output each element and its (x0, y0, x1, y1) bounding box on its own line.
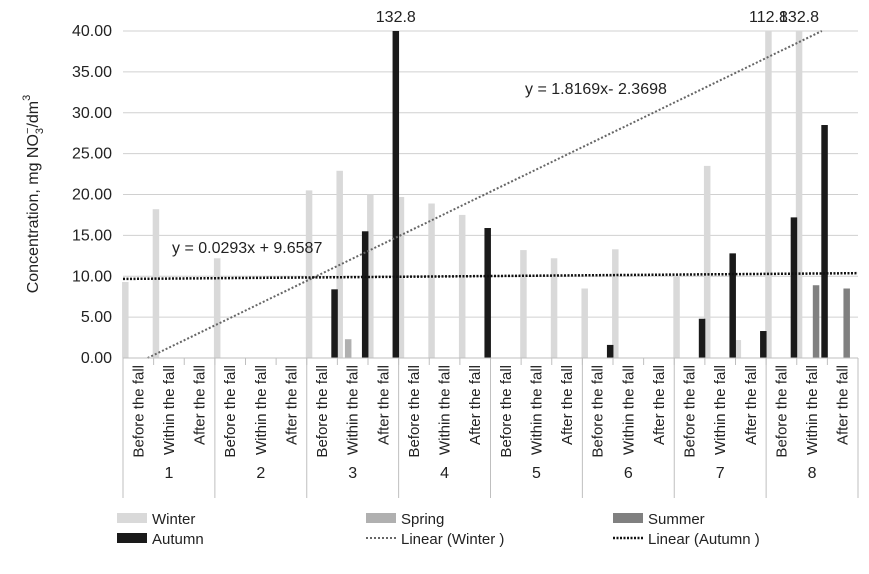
x-tick-label: Within the fall (804, 365, 821, 455)
trendline-winter-equation: y = 1.8169x- 2.3698 (525, 81, 667, 98)
bar-winter (458, 214, 466, 358)
y-tick-label: 40.00 (72, 23, 112, 40)
y-axis-label-part: − (22, 128, 34, 134)
legend-label: Summer (648, 511, 705, 528)
trendline-winter (147, 30, 823, 359)
bar-winter (612, 249, 619, 358)
y-tick-label: 0.00 (81, 350, 112, 367)
legend-swatch-spring (366, 513, 396, 523)
bar-autumn (484, 228, 491, 358)
x-tick-label: After the fall (192, 365, 209, 445)
bar-autumn (606, 344, 614, 358)
group-label: 2 (256, 465, 265, 482)
legend-label: Autumn (152, 531, 204, 548)
bar-winter (213, 258, 221, 358)
bar-winter (122, 281, 129, 358)
y-tick-label: 35.00 (72, 64, 112, 81)
trendline-autumn-equation: y = 0.0293x + 9.6587 (172, 240, 322, 257)
x-tick-label: Before the fall (498, 365, 515, 458)
x-tick-label: After the fall (375, 365, 392, 445)
legend-swatch-summer (613, 513, 643, 523)
x-tick-label: Before the fall (682, 365, 699, 458)
y-tick-label: 20.00 (72, 187, 112, 204)
y-axis-label: Concentration, mg NO3−/dm3 (21, 95, 46, 294)
legend-label: Linear (Autumn ) (648, 531, 760, 548)
x-tick-label: Within the fall (437, 365, 454, 455)
bar-winter (520, 250, 527, 358)
x-tick-label: Within the fall (253, 365, 270, 455)
bar-winter (152, 209, 160, 358)
y-axis-label-part: 3 (21, 95, 33, 101)
legend-swatch-autumn (117, 533, 147, 543)
x-tick-label: Before the fall (590, 365, 607, 458)
bar-winter (550, 258, 558, 358)
x-tick-label: Before the fall (314, 365, 331, 458)
bar-winter (734, 340, 742, 358)
bar-spring (344, 339, 352, 358)
x-tick-label: Within the fall (712, 365, 729, 455)
bar-value-annotation: 132.8 (779, 9, 819, 26)
x-tick-label: Within the fall (528, 365, 545, 455)
bar-autumn (760, 331, 767, 358)
bar-winter (367, 194, 374, 358)
bar-winter (428, 203, 435, 358)
bar-autumn (729, 253, 736, 358)
x-tick-label: After the fall (283, 365, 300, 445)
x-tick-label: After the fall (467, 365, 484, 445)
x-tick-label: Before the fall (406, 365, 423, 458)
x-tick-label: After the fall (835, 365, 852, 445)
bar-summer (843, 288, 850, 358)
bar-winter (765, 31, 772, 358)
x-tick-label: Before the fall (773, 365, 790, 458)
bar-winter (673, 276, 680, 358)
x-tick-label: Within the fall (161, 365, 178, 455)
group-label: 7 (716, 465, 725, 482)
group-label: 5 (532, 465, 541, 482)
x-tick-label: Within the fall (620, 365, 637, 455)
x-tick-label: Before the fall (222, 365, 239, 458)
bar-winter (703, 165, 711, 358)
y-tick-label: 5.00 (81, 309, 112, 326)
legend-label: Winter (152, 511, 195, 528)
legend-swatch-winter (117, 513, 147, 523)
legend-label: Linear (Winter ) (401, 531, 504, 548)
y-axis-label-part: /dm (25, 101, 42, 128)
bar-autumn (698, 318, 706, 358)
y-tick-label: 10.00 (72, 268, 112, 285)
group-label: 8 (808, 465, 817, 482)
bar-autumn (331, 289, 338, 358)
x-tick-label: Within the fall (345, 365, 362, 455)
bar-winter (795, 31, 803, 358)
group-label: 3 (348, 465, 357, 482)
x-tick-label: After the fall (651, 365, 668, 445)
group-label: 6 (624, 465, 633, 482)
y-tick-label: 15.00 (72, 227, 112, 244)
bar-winter (305, 190, 313, 358)
group-label: 4 (440, 465, 449, 482)
bar-value-annotation: 112.8 (749, 9, 788, 26)
x-tick-label: After the fall (743, 365, 760, 445)
bar-autumn (361, 231, 369, 358)
group-label: 1 (164, 465, 173, 482)
bar-autumn (790, 217, 798, 358)
bar-summer (812, 285, 820, 358)
y-tick-label: 30.00 (72, 105, 112, 122)
x-tick-label: Before the fall (130, 365, 147, 458)
legend-label: Spring (401, 511, 444, 528)
trendline-autumn (122, 271, 859, 281)
bar-autumn (821, 125, 828, 358)
y-axis-label-part: Concentration, mg NO (25, 134, 42, 293)
bar-winter (581, 288, 588, 358)
y-axis-label-part: 3 (34, 128, 46, 134)
bar-value-annotation: 132.8 (376, 9, 416, 26)
x-tick-label: After the fall (559, 365, 576, 445)
y-tick-label: 25.00 (72, 146, 112, 163)
bar-autumn (392, 31, 400, 358)
